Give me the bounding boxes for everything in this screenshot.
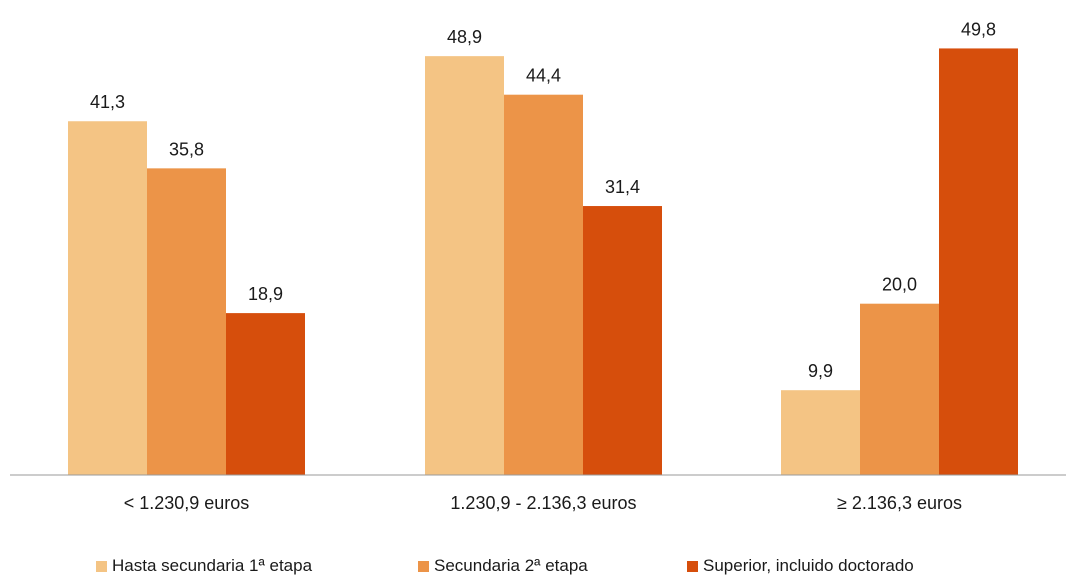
legend-swatch-superior	[687, 560, 698, 572]
legend: Hasta secundaria 1ª etapa Secundaria 2ª …	[0, 556, 1066, 580]
value-label-hasta-secundaria-1-etapa-cat-3: 9,9	[808, 361, 833, 381]
bar-superior-incluido-doctorado-cat-1	[226, 313, 305, 475]
value-label-superior-incluido-doctorado-cat-2: 31,4	[605, 177, 640, 197]
legend-swatch-secundaria-2a	[418, 560, 429, 572]
legend-label-hasta-secundaria: Hasta secundaria 1ª etapa	[112, 556, 313, 575]
legend-item-superior: Superior, incluido doctorado	[687, 556, 914, 576]
value-label-secundaria-2-etapa-cat-3: 20,0	[882, 275, 917, 295]
legend-item-hasta-secundaria: Hasta secundaria 1ª etapa	[96, 556, 312, 576]
x-tick-labels-group: < 1.230,9 euros 1.230,9 - 2.136,3 euros ≥ …	[124, 493, 962, 513]
value-label-secundaria-2-etapa-cat-1: 35,8	[169, 139, 204, 159]
x-tick-label-3: ≥ 2.136,3 euros	[837, 493, 962, 513]
bar-superior-incluido-doctorado-cat-2	[583, 206, 662, 475]
legend-label-superior: Superior, incluido doctorado	[703, 556, 914, 575]
bar-chart: 41,3 35,8 18,9 48,9 44,4 31,4 9,9 20,0 49,8 < 1.…	[10, 19, 1066, 513]
bar-hasta-secundaria-1-etapa-cat-3	[781, 390, 860, 475]
value-label-hasta-secundaria-1-etapa-cat-1: 41,3	[90, 92, 125, 112]
bars-group	[68, 48, 1018, 476]
legend-swatch-hasta-secundaria	[96, 560, 107, 572]
legend-label-secundaria-2a: Secundaria 2ª etapa	[434, 556, 588, 575]
bar-secundaria-2-etapa-cat-3	[860, 303, 939, 475]
value-label-secundaria-2-etapa-cat-2: 44,4	[526, 66, 561, 86]
bar-secundaria-2-etapa-cat-1	[147, 168, 226, 476]
value-labels-group: 41,3 35,8 18,9 48,9 44,4 31,4 9,9 20,0 49,8	[90, 19, 996, 381]
x-tick-label-2: 1.230,9 - 2.136,3 euros	[450, 493, 636, 513]
bar-hasta-secundaria-1-etapa-cat-1	[68, 121, 147, 475]
bar-hasta-secundaria-1-etapa-cat-2	[425, 56, 504, 476]
bar-superior-incluido-doctorado-cat-3	[939, 48, 1018, 476]
x-tick-label-1: < 1.230,9 euros	[124, 493, 250, 513]
value-label-hasta-secundaria-1-etapa-cat-2: 48,9	[447, 27, 482, 47]
value-label-superior-incluido-doctorado-cat-3: 49,8	[961, 19, 996, 39]
legend-item-secundaria-2a: Secundaria 2ª etapa	[418, 556, 588, 576]
bar-secundaria-2-etapa-cat-2	[504, 94, 583, 475]
value-label-superior-incluido-doctorado-cat-1: 18,9	[248, 284, 283, 304]
